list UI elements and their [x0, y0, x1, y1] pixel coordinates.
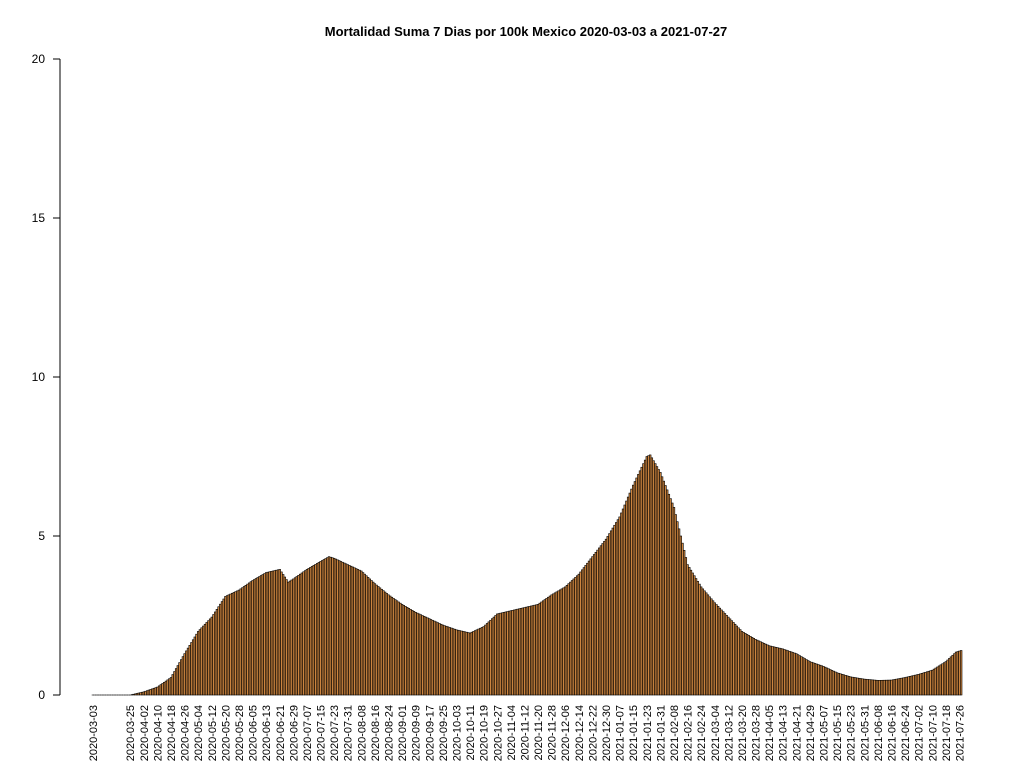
x-tick-label: 2021-01-23: [642, 705, 654, 761]
x-tick-label: 2020-03-03: [88, 705, 100, 761]
x-tick-label: 2021-04-05: [764, 705, 776, 761]
x-tick-label: 2020-04-02: [139, 705, 151, 761]
x-tick-label: 2020-05-12: [207, 705, 219, 761]
x-tick-label: 2020-09-09: [411, 705, 423, 761]
x-tick-label: 2020-06-21: [275, 705, 287, 761]
x-tick-label: 2021-01-07: [615, 705, 627, 761]
x-tick-label: 2020-08-16: [370, 705, 382, 761]
x-tick-label: 2021-06-24: [900, 705, 912, 761]
x-tick-label: 2021-04-13: [778, 705, 790, 761]
x-tick-label: 2020-10-11: [465, 705, 477, 760]
x-tick-label: 2021-03-20: [737, 705, 749, 761]
x-tick-label: 2020-10-27: [492, 705, 504, 761]
x-tick-label: 2021-05-23: [846, 705, 858, 761]
x-tick-label: 2021-05-31: [859, 705, 871, 761]
x-tick-label: 2020-12-22: [587, 705, 599, 761]
x-tick-label: 2020-11-28: [547, 705, 559, 760]
x-tick-label: 2021-03-28: [751, 705, 763, 761]
y-tick-label: 5: [38, 529, 45, 543]
x-tick-label: 2021-07-10: [927, 705, 939, 761]
y-tick-label: 15: [32, 211, 46, 225]
y-tick-label: 10: [32, 370, 46, 384]
x-tick-label: 2020-05-20: [220, 705, 232, 761]
x-tick-label: 2021-07-18: [941, 705, 953, 761]
x-tick-label: 2020-09-17: [424, 705, 436, 761]
x-tick-label: 2021-06-08: [873, 705, 885, 761]
x-tick-label: 2020-11-04: [506, 705, 518, 760]
x-tick-label: 2020-07-31: [343, 705, 355, 761]
x-tick-label: 2021-04-29: [805, 705, 817, 761]
x-tick-label: 2021-02-08: [669, 705, 681, 761]
x-tick-label: 2020-11-20: [533, 705, 545, 760]
x-tick-label: 2021-02-24: [696, 705, 708, 761]
x-tick-label: 2020-10-19: [479, 705, 491, 761]
x-tick-label: 2021-04-21: [791, 705, 803, 761]
x-tick-label: 2020-04-10: [152, 705, 164, 761]
x-tick-label: 2021-03-04: [710, 705, 722, 761]
x-tick-label: 2021-01-31: [655, 705, 667, 761]
x-tick-label: 2020-10-03: [451, 705, 463, 761]
y-tick-label: 20: [32, 52, 46, 66]
x-tick-label: 2021-01-15: [628, 705, 640, 761]
x-tick-label: 2020-08-08: [356, 705, 368, 761]
x-tick-label: 2020-03-25: [125, 705, 137, 761]
x-tick-label: 2020-05-28: [234, 705, 246, 761]
x-tick-label: 2021-07-02: [914, 705, 926, 761]
x-tick-label: 2020-07-07: [302, 705, 314, 761]
x-axis: 2020-03-03 2020-03-25 2020-04-02 2020-04-10…: [88, 705, 967, 761]
x-tick-label: 2020-11-12: [519, 705, 531, 760]
x-tick-label: 2020-04-26: [180, 705, 192, 761]
x-tick-label: 2020-12-06: [560, 705, 572, 761]
y-tick-label: 0: [38, 688, 45, 702]
chart-title: Mortalidad Suma 7 Dias por 100k Mexico 2…: [325, 24, 727, 39]
x-tick-label: 2021-05-15: [832, 705, 844, 761]
x-tick-label: 2020-12-30: [601, 705, 613, 761]
x-tick-label: 2020-09-25: [438, 705, 450, 761]
x-tick-label: 2020-05-04: [193, 705, 205, 761]
bar: [959, 650, 963, 696]
y-axis: 0 5 10 15 20: [32, 52, 61, 702]
x-tick-label: 2020-04-18: [166, 705, 178, 761]
x-tick-label: 2020-07-15: [316, 705, 328, 761]
x-tick-label: 2021-06-16: [886, 705, 898, 761]
x-tick-label: 2020-09-01: [397, 705, 409, 761]
x-tick-label: 2020-12-14: [574, 705, 586, 761]
x-tick-label: 2021-02-16: [683, 705, 695, 761]
x-tick-label: 2020-06-05: [248, 705, 260, 761]
x-tick-label: 2020-07-23: [329, 705, 341, 761]
x-tick-label: 2021-03-12: [723, 705, 735, 761]
x-tick-label: 2020-08-24: [384, 705, 396, 761]
x-tick-label: 2020-06-29: [288, 705, 300, 761]
x-tick-label: 2021-07-26: [954, 705, 966, 761]
x-tick-label: 2021-05-07: [819, 705, 831, 761]
x-tick-label: 2020-06-13: [261, 705, 273, 761]
bars: [91, 454, 963, 696]
